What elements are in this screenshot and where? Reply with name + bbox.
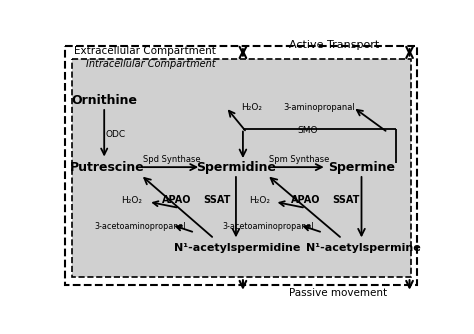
Text: H₂O₂: H₂O₂ bbox=[241, 103, 262, 112]
Text: SSAT: SSAT bbox=[204, 195, 231, 205]
Text: SSAT: SSAT bbox=[332, 195, 360, 205]
Text: H₂O₂: H₂O₂ bbox=[121, 196, 142, 205]
Text: Spd Synthase: Spd Synthase bbox=[143, 155, 201, 164]
Text: Extracellular Compartment: Extracellular Compartment bbox=[73, 46, 216, 56]
Polygon shape bbox=[72, 58, 411, 277]
Text: Spermidine: Spermidine bbox=[196, 161, 276, 174]
Text: 3-acetoaminopropanal: 3-acetoaminopropanal bbox=[95, 222, 186, 231]
Text: ODC: ODC bbox=[106, 130, 126, 139]
Text: Active Transport: Active Transport bbox=[289, 40, 380, 50]
Text: SMO: SMO bbox=[297, 127, 318, 136]
Text: Passive movement: Passive movement bbox=[289, 288, 387, 298]
Text: Spermine: Spermine bbox=[328, 161, 395, 174]
Text: Putrescine: Putrescine bbox=[70, 161, 145, 174]
Text: N¹-acetylspermine: N¹-acetylspermine bbox=[306, 243, 420, 253]
Text: H₂O₂: H₂O₂ bbox=[249, 196, 270, 205]
Text: APAO: APAO bbox=[291, 195, 320, 205]
Text: Spm Synthase: Spm Synthase bbox=[269, 155, 330, 164]
Text: APAO: APAO bbox=[162, 195, 192, 205]
Text: 3-acetoaminopropanal: 3-acetoaminopropanal bbox=[223, 222, 314, 231]
Text: Intracellular Compartment: Intracellular Compartment bbox=[86, 59, 216, 69]
Text: 3-aminopropanal: 3-aminopropanal bbox=[283, 103, 355, 112]
Text: Ornithine: Ornithine bbox=[71, 94, 137, 107]
Text: N¹-acetylspermidine: N¹-acetylspermidine bbox=[174, 243, 301, 253]
